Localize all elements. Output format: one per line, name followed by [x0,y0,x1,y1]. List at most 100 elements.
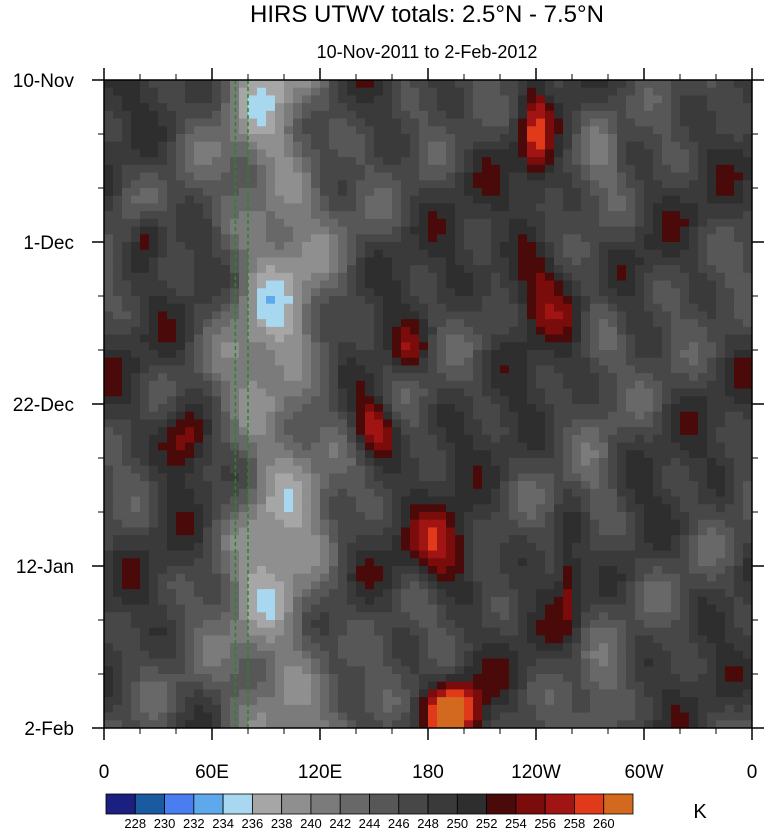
heatmap-cell [122,303,132,313]
heatmap-cell [644,126,654,135]
heatmap-cell [410,504,420,513]
heatmap-cell [320,272,330,282]
heatmap-cell [410,458,420,467]
heatmap-cell [491,350,501,359]
heatmap-cell [518,558,528,567]
heatmap-cell [473,458,483,467]
heatmap-cell [545,566,555,575]
heatmap-cell [284,373,294,382]
heatmap-cell [437,558,447,567]
heatmap-cell [455,566,465,575]
heatmap-cell [122,334,132,343]
heatmap-cell [131,172,141,181]
heatmap-cell [644,164,654,174]
heatmap-cell [113,203,123,212]
heatmap-cell [482,388,492,397]
heatmap-cell [464,380,474,390]
heatmap-cell [203,157,213,166]
heatmap-cell [743,434,752,444]
heatmap-cell [518,527,528,536]
heatmap-cell [545,419,555,428]
heatmap-cell [203,141,213,151]
heatmap-cell [689,380,699,390]
heatmap-cell [635,419,645,428]
heatmap-cell [689,172,699,181]
heatmap-cell [662,527,672,536]
heatmap-cell [698,265,708,274]
heatmap-cell [473,473,483,482]
heatmap-cell [671,373,681,382]
heatmap-cell [113,427,123,436]
heatmap-cell [680,558,690,567]
heatmap-cell [104,103,114,112]
heatmap-cell [572,396,582,405]
heatmap-cell [266,604,276,613]
heatmap-cell [743,481,752,490]
heatmap-cell [446,396,456,405]
heatmap-cell [653,465,663,475]
heatmap-cell [410,581,420,590]
heatmap-cell [671,496,681,505]
heatmap-cell [716,488,726,498]
heatmap-cell [446,164,456,174]
heatmap-cell [581,257,591,266]
heatmap-cell [689,411,699,421]
heatmap-cell [194,404,204,413]
heatmap-cell [401,427,411,436]
heatmap-cell [140,542,150,552]
heatmap-cell [419,596,429,606]
heatmap-cell [410,172,420,181]
heatmap-cell [383,288,393,297]
heatmap-cell [698,419,708,428]
heatmap-cell [554,542,564,552]
heatmap-cell [599,87,609,97]
heatmap-cell [365,218,375,228]
heatmap-cell [482,596,492,606]
heatmap-cell [464,365,474,374]
heatmap-cell [221,573,231,583]
heatmap-cell [716,296,726,305]
heatmap-cell [428,288,438,297]
heatmap-cell [131,357,141,367]
heatmap-cell [608,388,618,397]
heatmap-cell [329,149,339,158]
heatmap-cell [734,535,744,544]
heatmap-cell [419,249,429,259]
heatmap-cell [113,604,123,613]
heatmap-cell [707,242,717,251]
heatmap-cell [194,249,204,259]
heatmap-cell [671,388,681,397]
heatmap-cell [248,527,258,536]
heatmap-cell [212,542,222,552]
heatmap-cell [689,134,699,143]
heatmap-cell [464,419,474,428]
heatmap-cell [293,519,303,529]
heatmap-cell [203,249,213,259]
heatmap-cell [635,303,645,313]
heatmap-cell [176,242,186,251]
heatmap-cell [338,542,348,552]
heatmap-cell [554,527,564,536]
heatmap-cell [347,211,357,220]
heatmap-cell [284,411,294,421]
heatmap-cell [581,326,591,336]
heatmap-cell [518,380,528,390]
heatmap-cell [635,558,645,567]
heatmap-cell [599,396,609,405]
heatmap-cell [338,319,348,328]
heatmap-cell [203,481,213,490]
heatmap-cell [212,380,222,390]
heatmap-cell [617,504,627,513]
heatmap-cell [167,95,177,104]
heatmap-cell [437,226,447,235]
heatmap-cell [248,103,258,112]
heatmap-cell [365,334,375,343]
heatmap-cell [626,396,636,405]
heatmap-cell [662,126,672,135]
heatmap-cell [383,566,393,575]
heatmap-cell [572,373,582,382]
heatmap-cell [446,195,456,205]
heatmap-cell [473,164,483,174]
heatmap-cell [563,396,573,405]
heatmap-cell [545,527,555,536]
